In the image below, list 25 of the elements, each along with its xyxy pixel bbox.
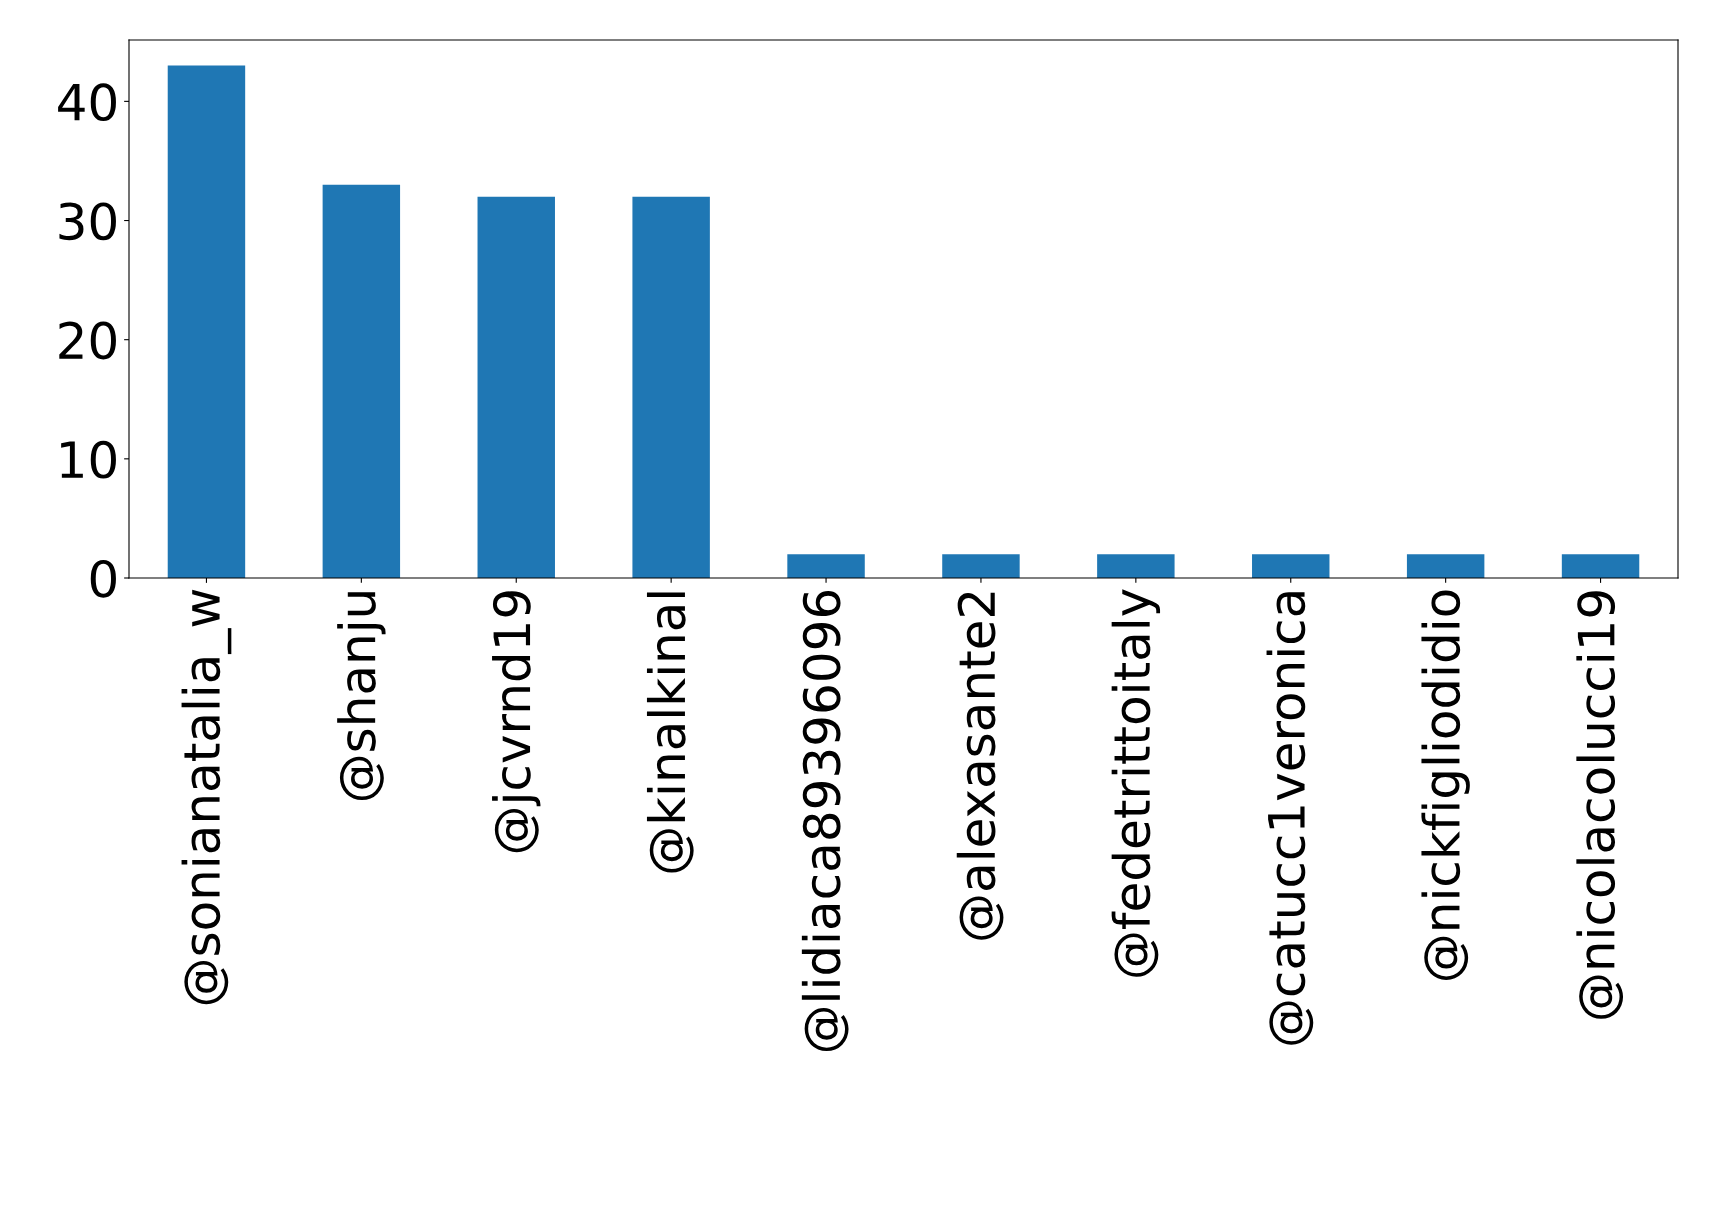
x-tick-label: @sonianatalia_w [181,589,232,1005]
x-tick-label: @nickfigliodidio [1421,590,1470,980]
y-tick-label: 0 [90,559,116,598]
y-tick-label: 10 [61,440,116,479]
x-tick-label: @catucc1veronica [1266,592,1314,1045]
bar [1097,554,1175,578]
bar [1561,554,1640,578]
x-tick-label: @fedetrittoitaly [1111,589,1161,977]
bar [942,554,1020,578]
x-tick-label: @shanju [337,592,386,801]
y-tick-label: 30 [59,202,116,241]
x-tick-label: @kinalkinal [646,592,694,873]
bar [167,65,246,578]
x-tick-label: @alexasante2 [956,592,1004,940]
x-tick-label: @lidiaca89396096 [801,590,849,1052]
bar [632,196,710,578]
bar [1252,554,1330,578]
y-tick-label: 40 [58,83,116,122]
bar [787,554,865,578]
x-tick-label: @nicolacolucci19 [1576,591,1624,1019]
bar [1406,554,1485,578]
bar [477,196,555,578]
bar [322,184,401,578]
y-tick-label: 20 [59,321,116,360]
x-tick-label: @jcvrnd19 [492,591,541,853]
